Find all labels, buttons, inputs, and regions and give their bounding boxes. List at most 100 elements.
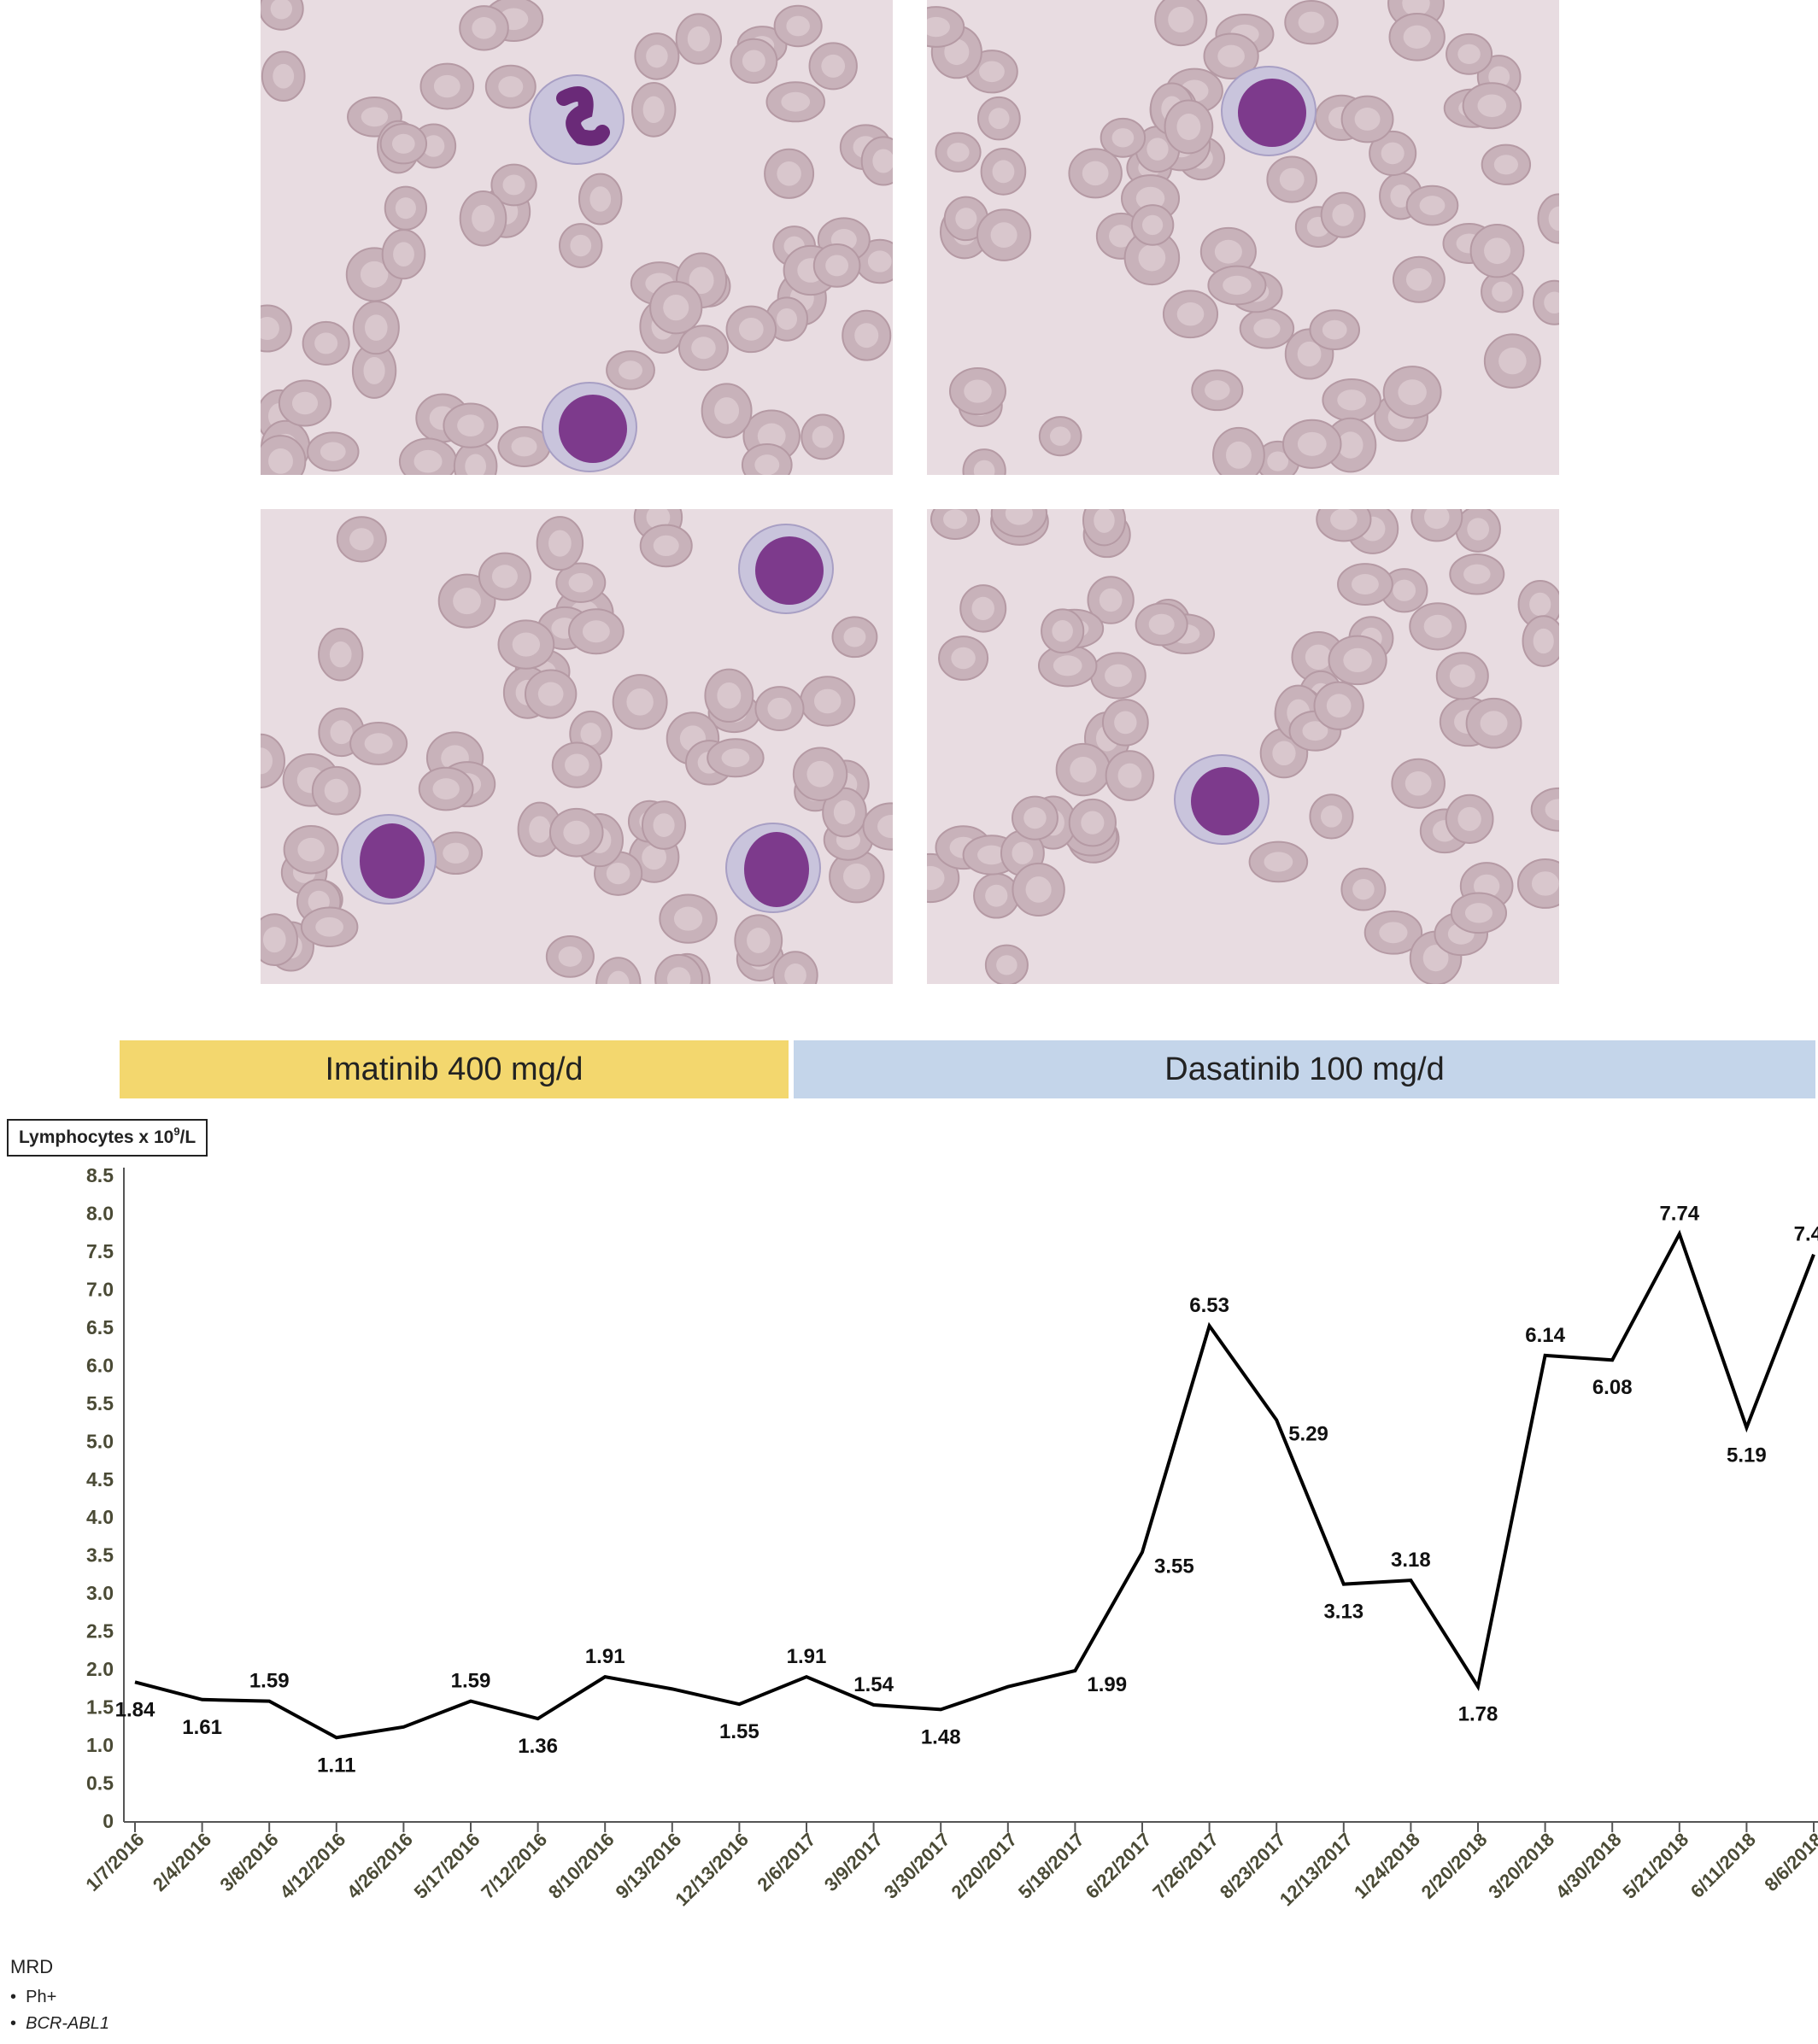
red-blood-cell <box>478 552 531 601</box>
mrd-badge-shape <box>490 1918 627 1930</box>
x-tick-label: 2/20/2017 <box>947 1829 1021 1903</box>
red-blood-cell <box>976 208 1032 261</box>
y-tick-label: 2.5 <box>86 1620 114 1643</box>
mrd-badge: -0.006% <box>1698 1918 1818 1930</box>
red-blood-cell <box>935 132 982 173</box>
red-blood-cell <box>1328 635 1387 686</box>
mrd-badge-shape <box>691 1918 828 1930</box>
x-tick-label: 6/11/2018 <box>1686 1829 1760 1902</box>
red-blood-cell <box>860 136 893 186</box>
red-blood-cell <box>595 957 642 984</box>
red-blood-cell <box>1037 644 1098 688</box>
red-blood-cell <box>976 96 1021 141</box>
x-tick-label: 8/6/2018 <box>1760 1829 1818 1895</box>
red-blood-cell <box>1284 0 1339 45</box>
data-label: 3.18 <box>1391 1549 1431 1572</box>
red-blood-cell <box>459 190 507 247</box>
red-blood-cell <box>318 627 364 682</box>
red-blood-cell <box>1380 568 1428 613</box>
red-blood-cell <box>930 509 981 540</box>
red-blood-cell <box>812 243 861 288</box>
mrd-badge: 3.3%0.6% <box>691 1918 828 1930</box>
red-blood-cell <box>311 765 361 816</box>
dasatinib-bar: Dasatinib 100 mg/d <box>794 1040 1815 1098</box>
red-blood-cell <box>1435 652 1489 700</box>
red-blood-cell <box>990 509 1048 538</box>
smear-image-bottom-right <box>927 509 1559 984</box>
red-blood-cell <box>1450 892 1508 934</box>
white-blood-cell <box>1221 66 1317 156</box>
red-blood-cell <box>1068 148 1123 199</box>
red-blood-cell <box>1537 193 1559 244</box>
data-label: 1.54 <box>853 1673 894 1696</box>
red-blood-cell <box>725 305 777 354</box>
data-label: 1.59 <box>451 1670 491 1693</box>
red-blood-cell <box>1130 204 1175 246</box>
data-label: 6.53 <box>1189 1294 1229 1317</box>
red-blood-cell <box>1533 279 1559 325</box>
red-blood-cell <box>701 383 753 439</box>
red-blood-cell <box>831 616 878 659</box>
y-tick-label: 6.0 <box>86 1354 114 1376</box>
red-blood-cell <box>649 280 703 335</box>
imatinib-label: Imatinib 400 mg/d <box>325 1051 584 1087</box>
red-blood-cell <box>261 304 292 353</box>
red-blood-cell <box>1090 652 1147 700</box>
y-tick-label: 2.0 <box>86 1658 114 1680</box>
y-tick-label: 5.5 <box>86 1392 114 1414</box>
red-blood-cell <box>1164 99 1214 155</box>
red-blood-cell <box>497 425 551 467</box>
x-tick-label: 5/21/2018 <box>1618 1829 1692 1903</box>
red-blood-cell <box>545 935 595 978</box>
y-tick-label: 8.0 <box>86 1202 114 1224</box>
x-tick-label: 7/26/2017 <box>1148 1829 1223 1903</box>
red-blood-cell <box>1154 0 1208 47</box>
red-blood-cell <box>634 32 680 80</box>
red-blood-cell <box>459 5 509 51</box>
x-tick-label: 5/18/2017 <box>1014 1829 1088 1903</box>
red-blood-cell <box>1012 862 1065 917</box>
x-tick-label: 3/30/2017 <box>880 1829 954 1903</box>
red-blood-cell <box>1409 602 1467 651</box>
red-blood-cell <box>606 350 655 390</box>
x-tick-label: 2/4/2016 <box>149 1829 215 1895</box>
white-blood-cell <box>542 382 637 472</box>
blood-smear-image <box>927 0 1559 475</box>
red-blood-cell <box>641 800 687 850</box>
mrd-badge-shape <box>289 1918 425 1930</box>
red-blood-cell <box>300 906 359 948</box>
red-blood-cell <box>1340 95 1394 143</box>
red-blood-cell <box>1101 699 1149 747</box>
data-label: 1.48 <box>921 1725 961 1748</box>
data-label: 1.61 <box>182 1716 222 1739</box>
red-blood-cell <box>764 148 815 199</box>
mrd-badge-shape <box>1229 1918 1365 1930</box>
red-blood-cell <box>630 81 677 138</box>
dasatinib-label: Dasatinib 100 mg/d <box>1164 1051 1445 1087</box>
data-label: 1.91 <box>585 1645 625 1668</box>
red-blood-cell <box>765 81 825 123</box>
red-blood-cell <box>1082 509 1126 547</box>
data-label: 3.55 <box>1154 1555 1194 1578</box>
red-blood-cell <box>1162 290 1219 339</box>
smear-image-bottom-left <box>261 509 893 984</box>
x-tick-label: 3/9/2017 <box>820 1829 887 1895</box>
red-blood-cell <box>1465 697 1522 749</box>
data-label: 5.29 <box>1288 1423 1328 1446</box>
mrd-badge: -0.18% <box>1363 1918 1499 1930</box>
data-label: 5.19 <box>1727 1444 1767 1467</box>
x-tick-label: 7/12/2016 <box>477 1829 551 1903</box>
red-blood-cell <box>1391 758 1446 809</box>
red-blood-cell <box>1320 191 1366 238</box>
mrd-badge: -0.12% <box>1229 1918 1365 1930</box>
red-blood-cell <box>453 441 498 475</box>
white-blood-cell <box>725 823 821 913</box>
red-blood-cell <box>639 524 693 568</box>
red-blood-cell <box>1313 681 1364 730</box>
red-blood-cell <box>437 573 496 629</box>
data-label: 6.08 <box>1592 1376 1633 1399</box>
red-blood-cell <box>862 802 893 851</box>
red-blood-cell <box>948 366 1006 416</box>
red-blood-cell <box>962 448 1006 475</box>
y-tick-label: 5.0 <box>86 1430 114 1452</box>
